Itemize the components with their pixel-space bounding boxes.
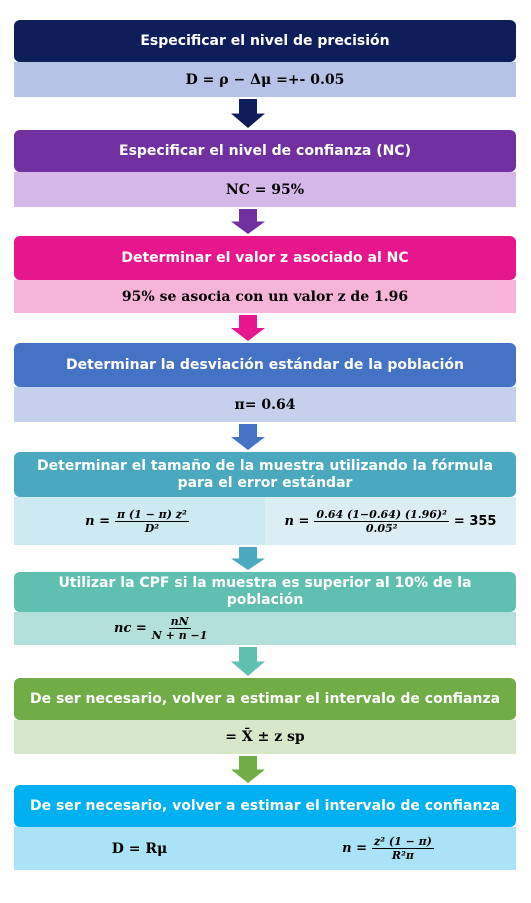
step-header: Determinar el tamaño de la muestra utili…: [14, 452, 516, 497]
step-body: = X̄ ± z sp: [14, 720, 516, 754]
formula-lhs: n =: [85, 513, 111, 529]
formula-lhs: n =: [284, 513, 310, 529]
step-header: Especificar el nivel de confianza (NC): [14, 130, 516, 172]
step-body: π= 0.64: [14, 387, 516, 422]
formula-lhs: nc =: [114, 621, 147, 636]
step-header: Especificar el nivel de precisión: [14, 20, 516, 62]
arrow: [231, 647, 265, 676]
denominator: D²: [144, 521, 160, 535]
formula-cell: NC = 95%: [14, 172, 516, 207]
formula-cell: D = ρ − Δμ =+- 0.05: [14, 62, 516, 97]
formula-text: D = ρ − Δμ =+- 0.05: [185, 71, 345, 88]
arrow: [231, 756, 265, 783]
arrow: [231, 209, 265, 234]
step-header: De ser necesario, volver a estimar el in…: [14, 785, 516, 827]
formula-cell: = X̄ ± z sp: [14, 720, 516, 754]
step-body: n = π (1 − π) z² D² n = 0.64 (1−0.64) (1.96)…: [14, 497, 516, 545]
step-header: Determinar el valor z asociado al NC: [14, 236, 516, 280]
arrow: [231, 424, 265, 450]
denominator: N + n −1: [151, 629, 208, 642]
fraction: nN N + n −1: [152, 615, 208, 642]
fraction: π (1 − π) z² D²: [115, 508, 189, 535]
step-body: NC = 95%: [14, 172, 516, 207]
formula-cell: D = Rμ: [14, 827, 265, 870]
formula-cell: π= 0.64: [14, 387, 516, 422]
step-header: Determinar la desviación estándar de la …: [14, 343, 516, 387]
formula-cell: n = π (1 − π) z² D²: [14, 497, 265, 545]
fraction: z² (1 − π) R²π: [371, 835, 434, 862]
numerator: 0.64 (1−0.64) (1.96)²: [314, 507, 449, 522]
fraction: 0.64 (1−0.64) (1.96)² 0.05²: [314, 508, 449, 535]
formula-text: NC = 95%: [225, 181, 305, 198]
formula-cell: n = z² (1 − π) R²π: [265, 827, 516, 870]
numerator: π (1 − π) z²: [115, 507, 189, 522]
formula-text: π= 0.64: [234, 396, 296, 413]
arrow: [231, 99, 265, 128]
formula-lhs: n =: [342, 841, 367, 856]
formula-text: 95% se asocia con un valor z de 1.96: [121, 288, 409, 305]
step-body: nc = nN N + n −1: [14, 612, 516, 645]
formula-cell: n = 0.64 (1−0.64) (1.96)² 0.05² = 355: [265, 497, 516, 545]
arrow: [231, 547, 265, 570]
step-header: De ser necesario, volver a estimar el in…: [14, 678, 516, 720]
formula-cell: 95% se asocia con un valor z de 1.96: [14, 280, 516, 313]
denominator: 0.05²: [365, 521, 398, 535]
formula-text: = X̄ ± z sp: [225, 729, 305, 745]
step-body: D = Rμ n = z² (1 − π) R²π: [14, 827, 516, 870]
numerator: z² (1 − π): [371, 835, 434, 849]
step-body: D = ρ − Δμ =+- 0.05: [14, 62, 516, 97]
numerator: nN: [168, 615, 191, 629]
denominator: R²π: [391, 849, 414, 862]
formula-rhs: = 355: [453, 513, 497, 529]
step-header: Utilizar la CPF si la muestra es superio…: [14, 572, 516, 612]
formula-cell: nc = nN N + n −1: [14, 612, 516, 645]
formula-text: D = Rμ: [111, 840, 168, 857]
arrow: [231, 315, 265, 341]
step-body: 95% se asocia con un valor z de 1.96: [14, 280, 516, 313]
